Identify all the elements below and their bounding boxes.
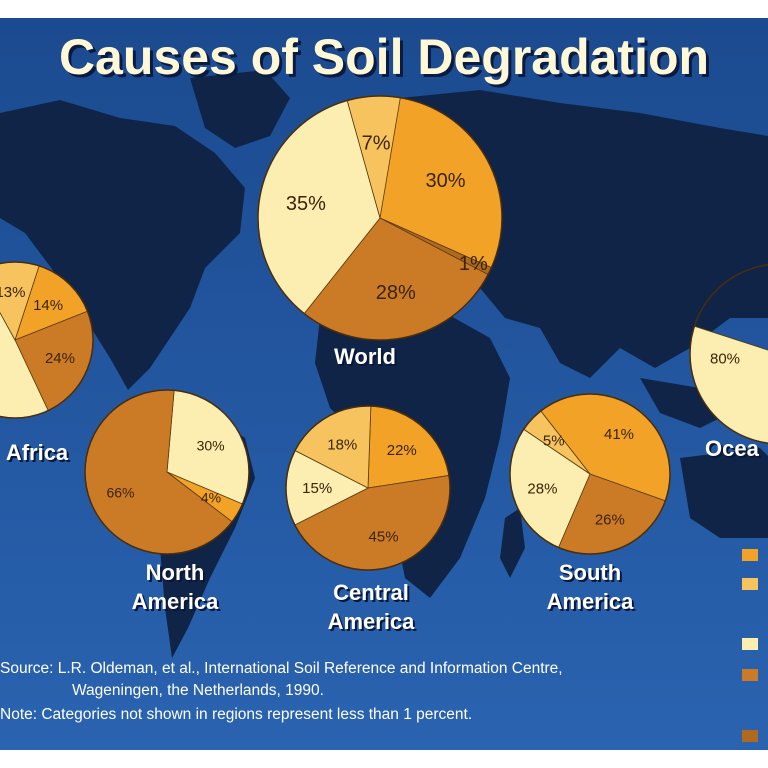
pie-label-north-america-0: 30% <box>197 438 225 454</box>
pie-oceania: 80% <box>689 264 768 444</box>
legend-swatch-a <box>742 549 758 561</box>
region-label-south-america-line2: America <box>546 589 634 614</box>
pie-label-central-america-0: 22% <box>387 442 417 459</box>
region-label-oceania: Ocea <box>705 434 768 463</box>
pie-label-south-america-2: 28% <box>527 480 557 497</box>
landmass-north-america <box>0 100 245 390</box>
legend-swatch-c <box>742 638 758 650</box>
pie-central-america: 22% 45% 15% 18% <box>285 405 451 571</box>
pie-label-south-america-1: 26% <box>595 512 625 529</box>
footnote: Note: Categories not shown in regions re… <box>0 706 473 723</box>
pie-label-north-america-1: 4% <box>201 489 221 505</box>
landmass-southeast-asia <box>640 378 730 428</box>
pie-label-world-0: 30% <box>425 170 465 192</box>
pie-label-world-1: 1% <box>459 253 488 275</box>
region-label-north-america-line1: North <box>145 560 205 585</box>
region-label-oceania-line1: Ocea <box>705 436 759 461</box>
region-label-south-america: South America <box>525 558 655 616</box>
region-label-central-america-line1: Central <box>333 580 409 605</box>
pie-label-africa-0: 14% <box>33 297 63 314</box>
pie-label-africa-1: 24% <box>45 350 75 367</box>
pie-label-world-2: 28% <box>376 282 416 304</box>
region-label-central-america: Central America <box>306 578 436 636</box>
region-label-world: World <box>310 342 420 371</box>
legend-swatch-d <box>742 669 758 681</box>
pie-north-america: 30% 4% 66% <box>84 389 250 555</box>
pie-rim-oceania <box>689 264 768 444</box>
region-label-africa: Africa <box>0 438 82 467</box>
pie-world: 30% 1% 28% 35% 7% <box>257 95 503 341</box>
chart-canvas: 30% 1% 28% 35% 7% 14% 24% 13% 30% 4% 66% 22% 45% 15% 1… <box>0 18 768 750</box>
pie-label-world-4: 7% <box>362 132 391 154</box>
region-label-north-america: North America <box>110 558 240 616</box>
pie-south-america: 41% 26% 28% 5% <box>509 393 671 555</box>
region-label-south-america-line1: South <box>558 560 622 585</box>
pie-africa: 14% 24% 13% <box>0 261 94 419</box>
pie-label-south-america-0: 41% <box>604 426 634 443</box>
pie-label-africa-3: 13% <box>0 284 25 301</box>
pie-label-oceania-0: 80% <box>710 350 740 367</box>
pie-rim-north-america <box>84 389 250 555</box>
landmass-madagascar <box>500 508 525 578</box>
landmass-australia <box>680 448 768 538</box>
chart-title: Causes of Soil Degradation <box>58 29 710 85</box>
pie-label-south-america-3: 5% <box>543 432 565 449</box>
pie-rim-world <box>257 95 503 341</box>
legend-swatch-b <box>742 578 758 590</box>
region-label-world-line1: World <box>334 344 396 369</box>
pie-charts: 30% 1% 28% 35% 7% 14% 24% 13% 30% 4% 66% 22% 45% 15% 1… <box>0 95 768 571</box>
pie-rim-south-america <box>509 393 671 555</box>
legend-swatch-e <box>742 730 758 742</box>
pie-rim-central-america <box>285 405 451 571</box>
source-line-1: Source: L.R. Oldeman, et al., Internatio… <box>0 660 563 677</box>
source-line-2: Wageningen, the Netherlands, 1990. <box>72 682 324 699</box>
region-label-north-america-line2: America <box>131 589 219 614</box>
pie-label-central-america-1: 45% <box>369 529 399 546</box>
landmass-greenland <box>190 70 290 148</box>
pie-label-world-3: 35% <box>286 193 326 215</box>
pie-label-north-america-2: 66% <box>106 484 134 500</box>
region-label-africa-line1: Africa <box>5 440 69 465</box>
pie-label-central-america-3: 18% <box>327 436 357 453</box>
pie-label-central-america-2: 15% <box>302 480 332 497</box>
pie-rim-africa <box>0 261 94 419</box>
region-label-central-america-line2: America <box>327 609 415 634</box>
